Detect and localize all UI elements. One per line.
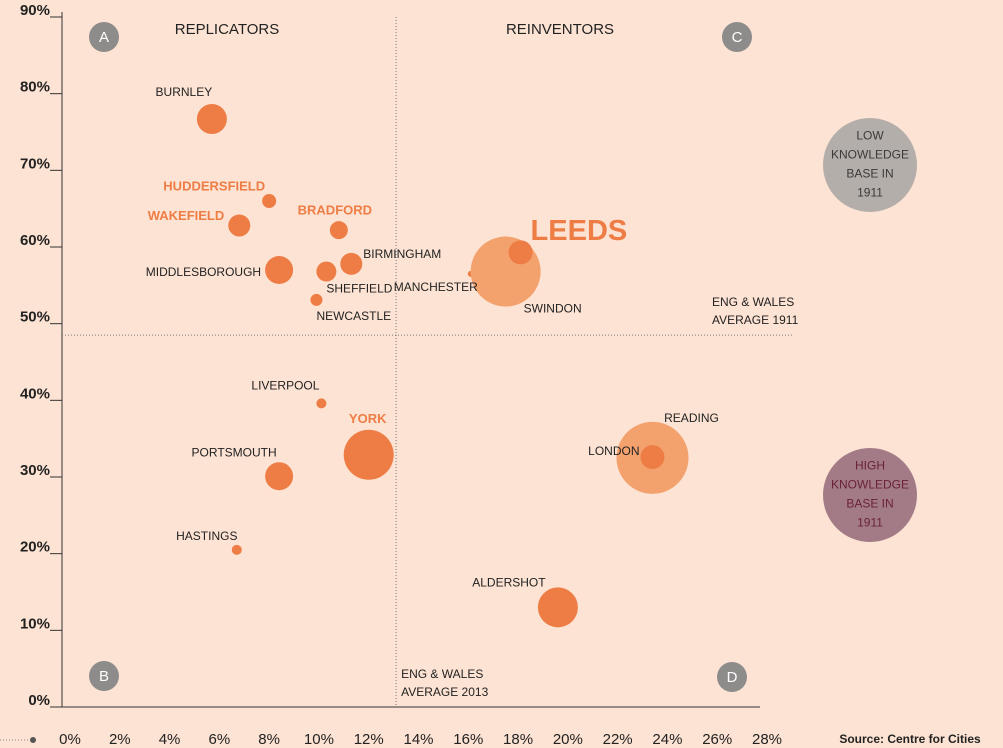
point-label: BRADFORD xyxy=(298,203,372,218)
quadrant-title: REINVENTORS xyxy=(506,21,614,38)
source: Source: Centre for Cities xyxy=(839,732,981,746)
legend-label: LOW xyxy=(856,129,884,143)
x-tick-label: 18% xyxy=(503,731,533,748)
quadrant-badge xyxy=(717,662,747,692)
decor-dot xyxy=(30,737,36,743)
bubble xyxy=(508,240,533,265)
x-tick-label: 20% xyxy=(553,731,583,748)
x-tick-label: 26% xyxy=(702,731,732,748)
x-tick-label: 8% xyxy=(258,731,280,748)
y-tick-label: 60% xyxy=(20,232,50,249)
point-label: LIVERPOOL xyxy=(251,379,319,393)
legend-label: HIGH xyxy=(855,459,885,473)
bubble xyxy=(310,293,323,306)
legend-label: 1911 xyxy=(857,516,883,530)
y-tick-label: 0% xyxy=(28,692,50,709)
reference-label: ENG & WALES xyxy=(712,295,794,309)
bubble xyxy=(196,103,227,134)
point-label: SHEFFIELD xyxy=(326,282,392,296)
y-tick-label: 30% xyxy=(20,462,50,479)
bubble xyxy=(343,429,394,480)
bubble xyxy=(329,221,348,240)
x-tick-label: 12% xyxy=(354,731,384,748)
point-label: LONDON xyxy=(588,444,639,458)
reference-label: AVERAGE 2013 xyxy=(401,685,488,699)
point-label: NEWCASTLE xyxy=(316,309,391,323)
bubble xyxy=(265,256,294,284)
point-label: WAKEFIELD xyxy=(148,208,225,223)
x-tick-label: 16% xyxy=(453,731,483,748)
x-tick-label: 28% xyxy=(752,731,782,748)
x-tick-label: 0% xyxy=(59,731,81,748)
point-label: YORK xyxy=(349,411,387,426)
bubble xyxy=(316,398,327,409)
point-label: HUDDERSFIELD xyxy=(163,178,265,193)
bubble xyxy=(640,445,665,470)
legend-label: 1911 xyxy=(857,186,883,200)
legend-label: KNOWLEDGE xyxy=(831,148,909,162)
x-tick-label: 4% xyxy=(159,731,181,748)
legend-label: BASE IN xyxy=(846,497,893,511)
legend-swatch xyxy=(823,118,917,212)
bubble xyxy=(265,462,294,491)
bubble xyxy=(262,194,277,208)
quadrant-letter: B xyxy=(99,668,109,685)
x-tick-label: 10% xyxy=(304,731,334,748)
point-label: LEEDS xyxy=(531,215,628,247)
quadrant-title: REPLICATORS xyxy=(175,21,279,38)
point-label: MANCHESTER xyxy=(394,280,478,294)
x-tick-label: 22% xyxy=(603,731,633,748)
bubble xyxy=(228,214,251,237)
y-tick-label: 20% xyxy=(20,539,50,556)
point-label: ALDERSHOT xyxy=(472,576,546,590)
point-label: SWINDON xyxy=(524,302,582,316)
point-label: PORTSMOUTH xyxy=(192,445,277,459)
quadrant-letter: D xyxy=(727,669,738,686)
bubble xyxy=(537,587,578,628)
y-tick-label: 10% xyxy=(20,615,50,632)
point-label: BIRMINGHAM xyxy=(363,247,441,261)
quadrant-letter: C xyxy=(732,29,743,46)
reference-label: ENG & WALES xyxy=(401,667,483,681)
x-tick-label: 2% xyxy=(109,731,131,748)
y-tick-label: 70% xyxy=(20,155,50,172)
y-tick-label: 50% xyxy=(20,309,50,326)
bubble xyxy=(340,252,363,275)
quadrant-letter: A xyxy=(99,29,109,46)
quadrant-badge xyxy=(89,22,119,52)
y-tick-label: 40% xyxy=(20,385,50,402)
y-tick-label: 80% xyxy=(20,79,50,96)
reference-label: AVERAGE 1911 xyxy=(712,313,799,327)
legend-label: KNOWLEDGE xyxy=(831,478,909,492)
quadrant-badge xyxy=(89,661,119,691)
x-tick-label: 14% xyxy=(403,731,433,748)
bubble xyxy=(316,261,337,282)
legend-label: BASE IN xyxy=(846,167,893,181)
legend-swatch xyxy=(823,448,917,542)
point-label: HASTINGS xyxy=(176,529,237,543)
point-label: BURNLEY xyxy=(156,85,213,99)
x-tick-label: 24% xyxy=(652,731,682,748)
y-tick-label: 90% xyxy=(20,2,50,19)
point-label: READING xyxy=(664,411,719,425)
x-tick-label: 6% xyxy=(209,731,231,748)
point-label: MIDDLESBOROUGH xyxy=(146,265,261,279)
quadrant-badge xyxy=(722,22,752,52)
bubble xyxy=(231,544,242,555)
